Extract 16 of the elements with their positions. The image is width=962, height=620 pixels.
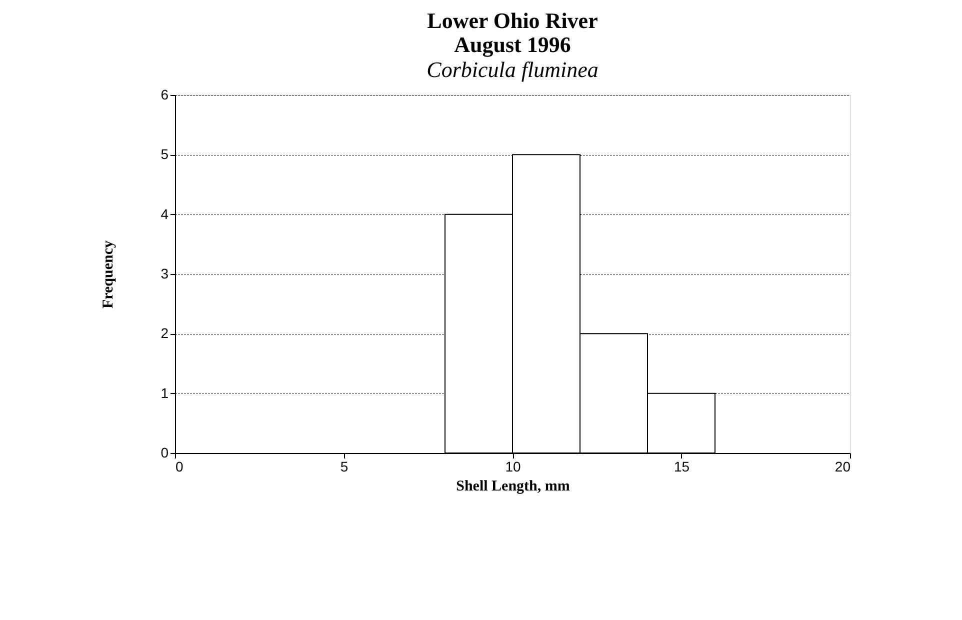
x-tick-label: 5 (340, 458, 348, 474)
x-tick-label: 15 (674, 458, 690, 474)
y-tick-label: 1 (160, 384, 169, 401)
y-tick-label: 2 (160, 325, 169, 342)
y-axis-title: Frequency (100, 240, 117, 309)
chart-title: Lower Ohio River August 1996 (427, 8, 598, 57)
y-tick-label: 3 (160, 266, 169, 282)
x-axis-title: Shell Length, mm (456, 478, 570, 494)
x-tick-label: 0 (176, 458, 184, 474)
x-tick-label: 10 (505, 458, 521, 474)
y-tick-label: 5 (160, 146, 169, 162)
y-tick-label: 4 (160, 206, 169, 222)
y-tick-label: 6 (160, 86, 169, 102)
x-tick-label: 20 (834, 458, 851, 474)
chart-subtitle: Corbicula fluminea (426, 57, 598, 82)
y-tick-label: 0 (160, 444, 169, 460)
